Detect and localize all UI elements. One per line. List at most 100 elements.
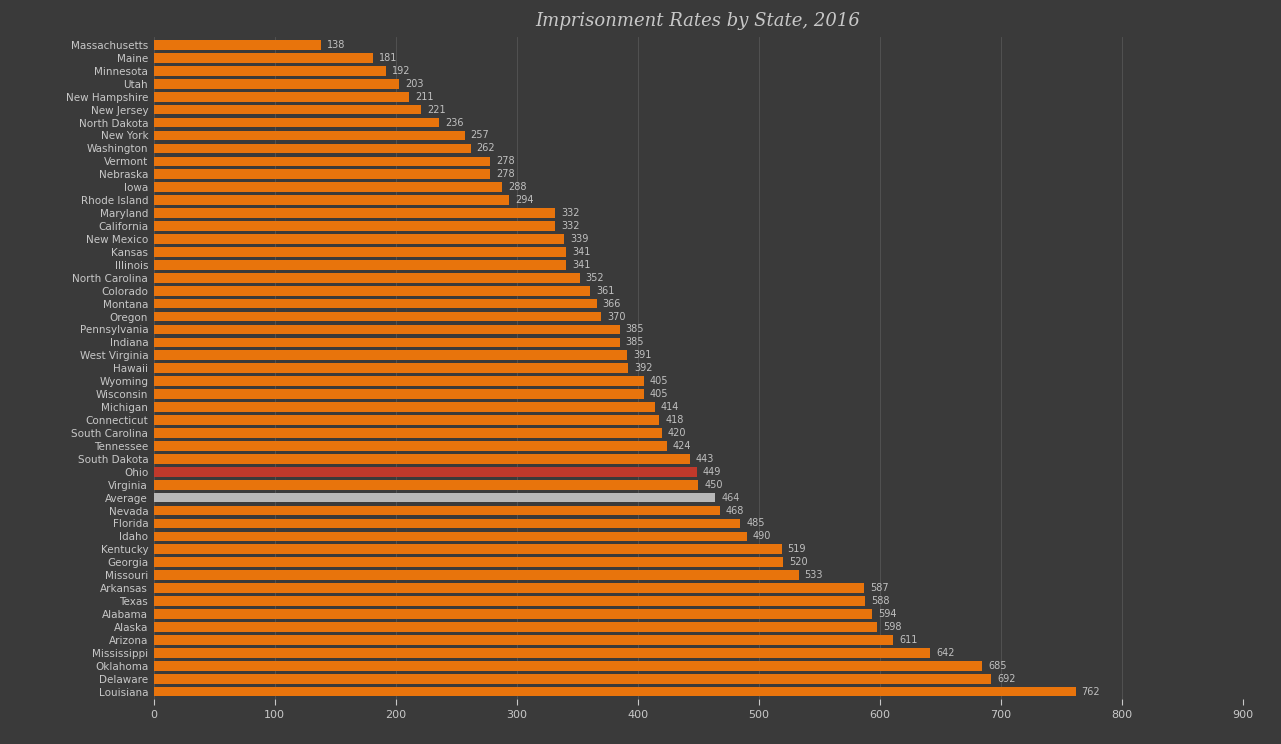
Text: 361: 361 (597, 286, 615, 295)
Text: 450: 450 (705, 480, 722, 490)
Bar (154, 389, 643, 399)
Text: 598: 598 (884, 622, 902, 632)
Bar (154, 144, 470, 153)
Bar (154, 674, 991, 684)
Text: 221: 221 (427, 105, 446, 115)
Text: 278: 278 (496, 170, 515, 179)
Bar (154, 415, 660, 425)
Bar (154, 635, 893, 645)
Bar (154, 156, 491, 166)
Text: 685: 685 (989, 661, 1007, 671)
Bar (154, 687, 1076, 696)
Bar (154, 363, 628, 373)
Text: 366: 366 (602, 298, 621, 309)
Text: 485: 485 (747, 519, 765, 528)
Bar (154, 519, 740, 528)
Text: 587: 587 (870, 583, 889, 593)
Text: 257: 257 (470, 130, 489, 141)
Text: 211: 211 (415, 92, 433, 102)
Bar (154, 312, 601, 321)
Bar (154, 196, 510, 205)
Bar (154, 403, 655, 412)
Text: 352: 352 (585, 273, 605, 283)
Bar (154, 428, 662, 437)
Bar (154, 260, 566, 269)
Bar (154, 324, 620, 334)
Text: 594: 594 (879, 609, 897, 619)
Bar (154, 467, 697, 477)
Bar (154, 480, 698, 490)
Bar (154, 376, 643, 386)
Text: 468: 468 (726, 505, 744, 516)
Bar (154, 131, 465, 141)
Text: 392: 392 (634, 363, 652, 373)
Text: 332: 332 (561, 221, 580, 231)
Bar (154, 441, 666, 451)
Text: 339: 339 (570, 234, 588, 244)
Title: Imprisonment Rates by State, 2016: Imprisonment Rates by State, 2016 (535, 12, 861, 30)
Text: 181: 181 (379, 53, 397, 63)
Text: 520: 520 (789, 557, 807, 567)
Text: 762: 762 (1081, 687, 1100, 696)
Text: 424: 424 (673, 441, 692, 451)
Bar (154, 609, 872, 619)
Text: 533: 533 (804, 570, 824, 580)
Text: 203: 203 (405, 79, 424, 89)
Bar (154, 247, 566, 257)
Text: 391: 391 (633, 350, 651, 360)
Bar (154, 545, 781, 554)
Text: 278: 278 (496, 156, 515, 167)
Bar (154, 40, 320, 50)
Text: 138: 138 (327, 40, 345, 50)
Text: 332: 332 (561, 208, 580, 218)
Text: 294: 294 (515, 195, 534, 205)
Bar (154, 92, 409, 101)
Bar (154, 208, 556, 218)
Bar (154, 583, 863, 593)
Bar (154, 53, 373, 62)
Text: 692: 692 (997, 673, 1016, 684)
Bar (154, 648, 930, 658)
Bar (154, 118, 439, 127)
Text: 519: 519 (788, 545, 806, 554)
Bar (154, 506, 720, 516)
Bar (154, 286, 591, 295)
Bar (154, 105, 421, 115)
Bar (154, 622, 877, 632)
Text: 464: 464 (721, 493, 739, 503)
Text: 418: 418 (666, 415, 684, 425)
Text: 420: 420 (667, 428, 687, 438)
Text: 588: 588 (871, 596, 889, 606)
Bar (154, 299, 597, 309)
Text: 405: 405 (649, 389, 669, 399)
Text: 341: 341 (573, 247, 591, 257)
Text: 192: 192 (392, 65, 410, 76)
Text: 288: 288 (509, 182, 526, 192)
Bar (154, 182, 502, 192)
Text: 405: 405 (649, 376, 669, 386)
Text: 611: 611 (899, 635, 917, 645)
Bar (154, 79, 400, 89)
Bar (154, 273, 579, 283)
Text: 341: 341 (573, 260, 591, 270)
Bar (154, 170, 491, 179)
Bar (154, 531, 747, 541)
Bar (154, 234, 564, 244)
Bar (154, 557, 783, 567)
Text: 385: 385 (625, 338, 644, 347)
Text: 449: 449 (703, 466, 721, 477)
Text: 236: 236 (446, 118, 464, 127)
Text: 414: 414 (661, 402, 679, 412)
Text: 443: 443 (696, 454, 714, 464)
Bar (154, 454, 689, 464)
Bar (154, 661, 983, 670)
Text: 262: 262 (477, 144, 496, 153)
Text: 370: 370 (607, 312, 626, 321)
Bar (154, 221, 556, 231)
Bar (154, 66, 386, 76)
Text: 490: 490 (753, 531, 771, 542)
Bar (154, 596, 865, 606)
Bar (154, 338, 620, 347)
Bar (154, 571, 798, 580)
Text: 385: 385 (625, 324, 644, 335)
